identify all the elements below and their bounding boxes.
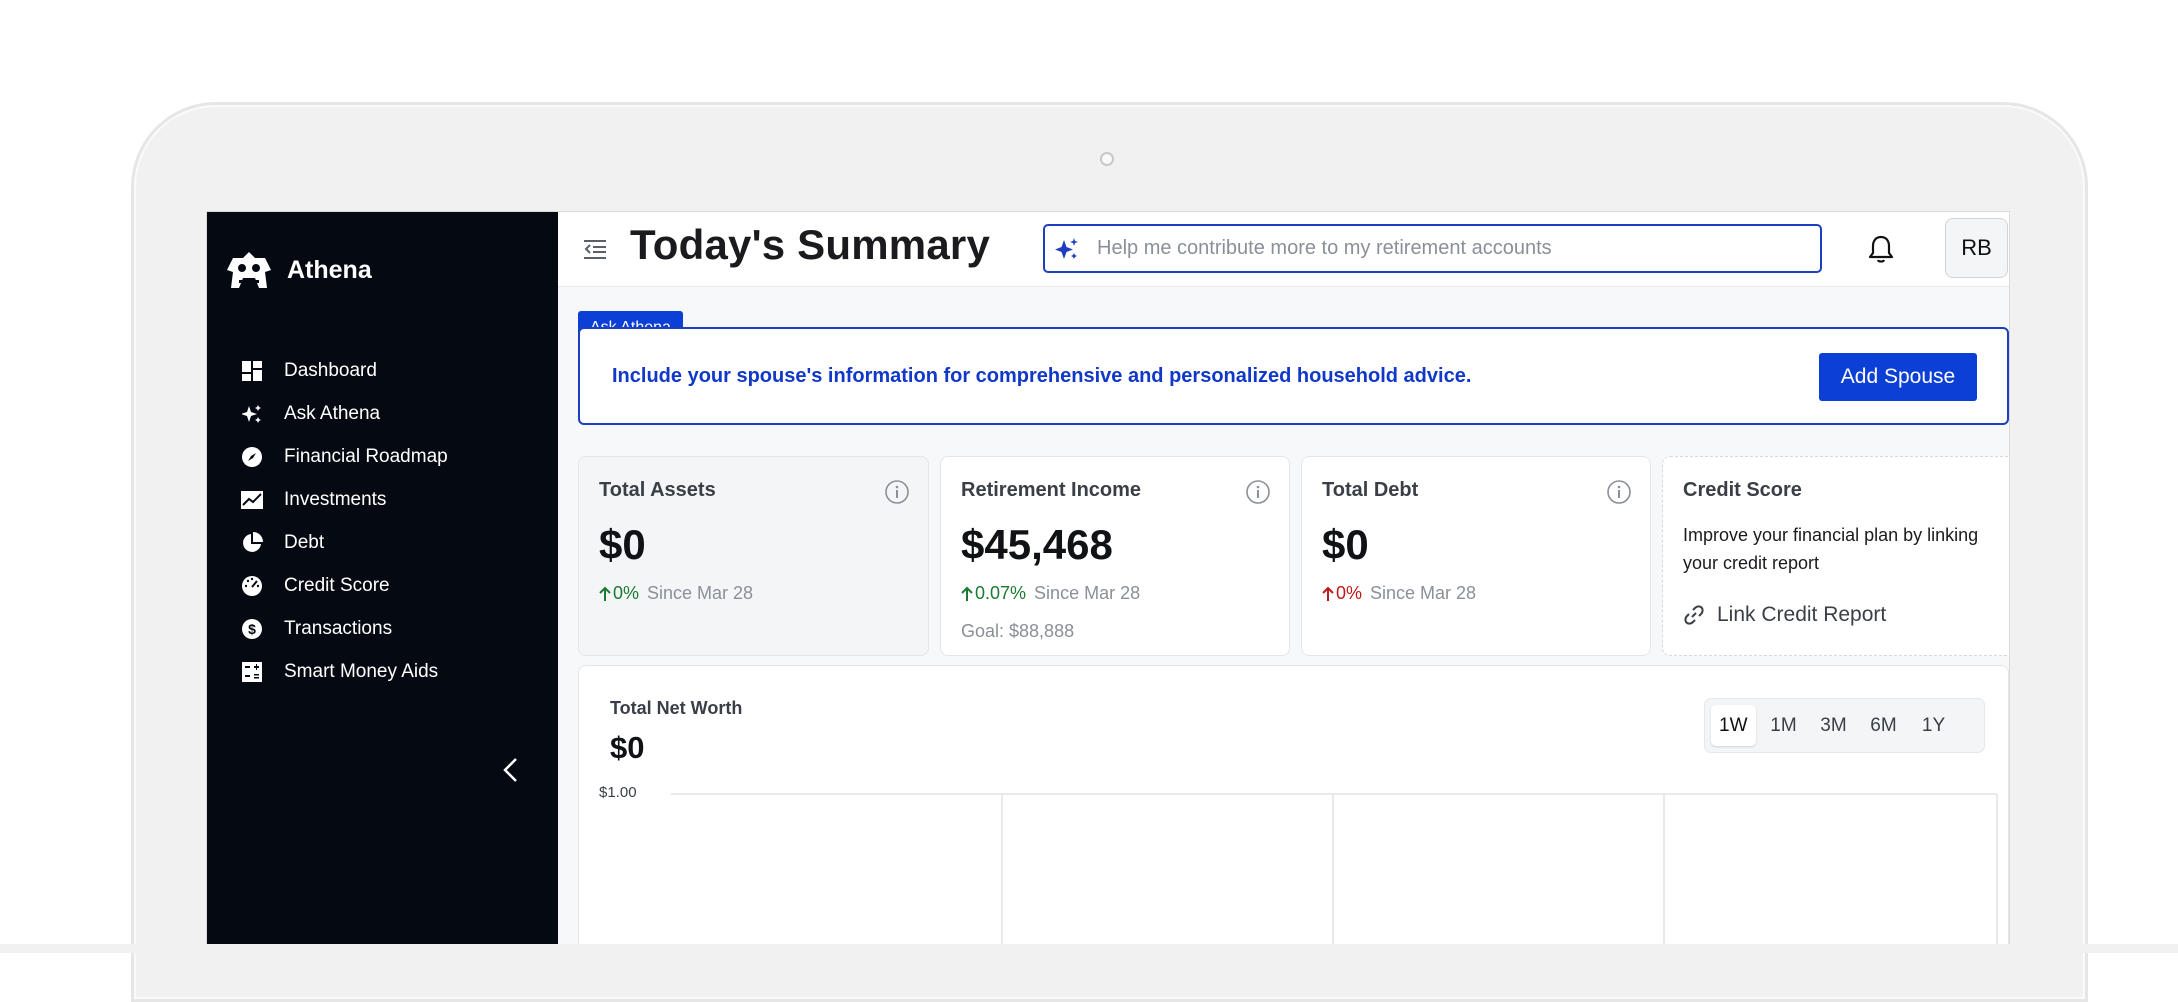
card-title: Total Debt <box>1322 479 1419 501</box>
card-title: Credit Score <box>1683 479 1802 501</box>
y-tick-label: $1.00 <box>599 784 637 801</box>
topbar: Today's Summary RB <box>558 212 2009 287</box>
card-value: $0 <box>1322 521 1369 568</box>
svg-text:$: $ <box>248 621 256 637</box>
add-spouse-button[interactable]: Add Spouse <box>1819 353 1977 401</box>
arrow-up-icon <box>599 586 611 601</box>
sparkle-icon <box>241 403 263 425</box>
net-worth-title: Total Net Worth <box>610 698 743 718</box>
card-value: $45,468 <box>961 521 1113 568</box>
sidebar-item-label: Credit Score <box>284 574 390 596</box>
sidebar-item-ask-athena[interactable]: Ask Athena <box>241 392 448 435</box>
avatar[interactable]: RB <box>1945 218 2008 278</box>
range-1y[interactable]: 1Y <box>1921 714 1946 736</box>
change-percent: 0.07% <box>975 583 1027 603</box>
dollar-icon: $ <box>241 618 263 640</box>
net-worth-panel: Total Net Worth $0 1W 1M 3M 6M 1Y $1.00 <box>578 665 2009 952</box>
pie-icon <box>241 531 263 554</box>
card-change: 0% Since Mar 28 <box>1322 583 1476 604</box>
menu-toggle-icon[interactable] <box>582 237 610 261</box>
link-label: Link Credit Report <box>1717 603 1887 626</box>
change-since: Since Mar 28 <box>1370 583 1477 603</box>
arrow-up-icon <box>1322 586 1334 601</box>
link-icon <box>1684 605 1704 625</box>
net-worth-chart <box>671 793 1998 952</box>
sidebar: Athena Dashboard Ask Athena Financial Ro… <box>207 212 558 952</box>
sidebar-item-label: Investments <box>284 488 387 510</box>
compass-icon <box>241 446 263 468</box>
chart-line-icon <box>241 489 263 511</box>
goal-text: Goal: $88,888 <box>961 621 1075 641</box>
sparkle-icon <box>1055 237 1078 259</box>
card-title: Total Assets <box>599 479 716 501</box>
app-name: Athena <box>287 255 372 284</box>
total-assets-card[interactable]: Total Assets $0 0% Since Mar 28 <box>578 456 929 656</box>
athena-logo-icon <box>227 252 271 288</box>
dashboard-icon <box>241 360 263 382</box>
net-worth-value: $0 <box>610 730 645 765</box>
ask-search-bar[interactable] <box>1043 224 1822 273</box>
sidebar-item-dashboard[interactable]: Dashboard <box>241 349 448 392</box>
credit-score-card: Credit Score Improve your financial plan… <box>1662 456 2009 656</box>
brand[interactable]: Athena <box>225 250 372 290</box>
camera-icon <box>1100 152 1114 166</box>
app-screen: Athena Dashboard Ask Athena Financial Ro… <box>206 211 2010 953</box>
card-title: Retirement Income <box>961 479 1142 501</box>
card-change: 0% Since Mar 28 <box>599 583 753 604</box>
sidebar-item-debt[interactable]: Debt <box>241 521 448 564</box>
base-line <box>0 944 2178 953</box>
change-percent: 0% <box>1336 583 1363 603</box>
info-icon[interactable] <box>1606 479 1632 505</box>
range-selector: 1W 1M 3M 6M 1Y <box>1704 698 1985 753</box>
notification-bell-icon[interactable] <box>1866 233 1896 265</box>
sidebar-item-label: Dashboard <box>284 359 377 381</box>
change-percent: 0% <box>613 583 640 603</box>
sidebar-item-label: Transactions <box>284 617 393 639</box>
sidebar-item-label: Debt <box>284 531 325 553</box>
total-debt-card[interactable]: Total Debt $0 0% Since Mar 28 <box>1301 456 1651 656</box>
range-1m[interactable]: 1M <box>1770 714 1797 736</box>
collapse-sidebar-button[interactable] <box>492 752 528 788</box>
sidebar-item-label: Smart Money Aids <box>284 660 439 682</box>
search-input[interactable] <box>1097 237 1797 260</box>
info-icon[interactable] <box>1245 479 1271 505</box>
chevron-left-icon <box>503 758 517 782</box>
change-since: Since Mar 28 <box>647 583 754 603</box>
gauge-icon <box>241 575 263 597</box>
info-icon[interactable] <box>884 479 910 505</box>
sidebar-item-financial-roadmap[interactable]: Financial Roadmap <box>241 435 448 478</box>
sidebar-item-credit-score[interactable]: Credit Score <box>241 564 448 607</box>
retirement-income-card[interactable]: Retirement Income $45,468 0.07% Since Ma… <box>940 456 1290 656</box>
sidebar-nav: Dashboard Ask Athena Financial Roadmap I… <box>241 349 448 693</box>
card-description: Improve your financial plan by linking y… <box>1683 525 1979 573</box>
arrow-up-icon <box>961 586 973 601</box>
banner-message: Include your spouse's information for co… <box>612 365 1472 387</box>
sidebar-item-label: Financial Roadmap <box>284 445 448 467</box>
range-1w[interactable]: 1W <box>1711 705 1756 746</box>
page-title: Today's Summary <box>630 221 990 268</box>
ask-athena-banner: Include your spouse's information for co… <box>578 327 2009 425</box>
change-since: Since Mar 28 <box>1034 583 1141 603</box>
range-6m[interactable]: 6M <box>1870 714 1897 736</box>
card-change: 0.07% Since Mar 28 <box>961 583 1140 604</box>
card-value: $0 <box>599 521 646 568</box>
sidebar-item-investments[interactable]: Investments <box>241 478 448 521</box>
sidebar-item-label: Ask Athena <box>284 402 381 424</box>
calculator-icon <box>241 661 263 683</box>
sidebar-item-transactions[interactable]: $ Transactions <box>241 607 448 650</box>
link-credit-report-button[interactable]: Link Credit Report <box>1683 603 1886 627</box>
range-3m[interactable]: 3M <box>1820 714 1847 736</box>
sidebar-item-smart-money-aids[interactable]: Smart Money Aids <box>241 650 448 693</box>
